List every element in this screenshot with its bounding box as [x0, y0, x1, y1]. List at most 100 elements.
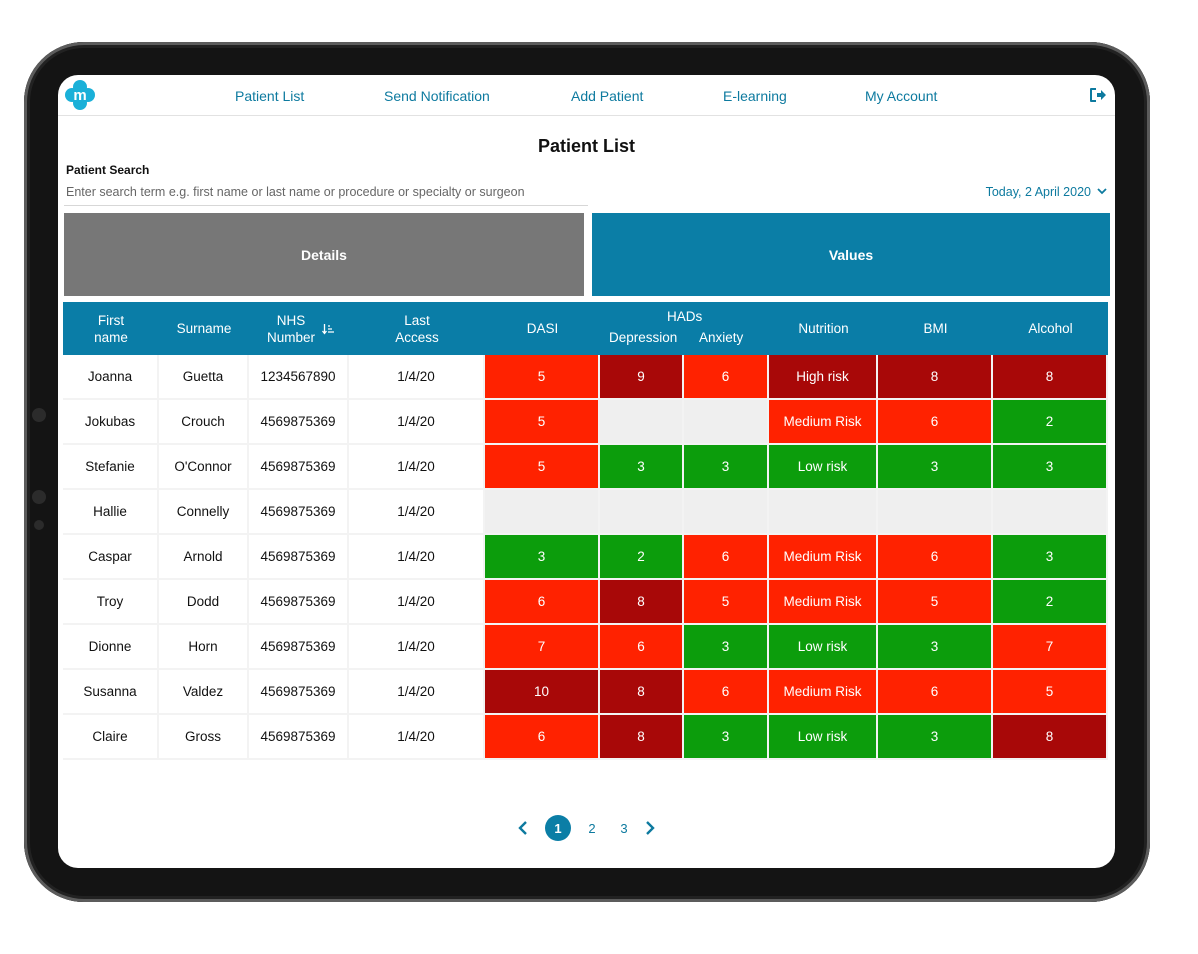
cell-nhs-number: 1234567890 [249, 355, 349, 400]
cell-alcohol: 8 [993, 355, 1108, 400]
cell-alcohol [993, 490, 1108, 535]
cell-alcohol: 7 [993, 625, 1108, 670]
cell-first-name: Hallie [63, 490, 159, 535]
cell-surname: Crouch [159, 400, 249, 445]
cell-first-name: Jokubas [63, 400, 159, 445]
table-row[interactable]: Jokubas Crouch 4569875369 1/4/20 5 Medium Ris… [63, 400, 1108, 445]
cell-nhs-number: 4569875369 [249, 580, 349, 625]
chevron-left-icon[interactable] [518, 821, 528, 835]
table-row[interactable]: Dionne Horn 4569875369 1/4/20 7 6 3 Low risk 3 7 [63, 625, 1108, 670]
table-body: Joanna Guetta 1234567890 1/4/20 5 9 6 High risk… [63, 355, 1108, 760]
tab-details[interactable]: Details [64, 213, 584, 296]
cell-first-name: Claire [63, 715, 159, 760]
table-row[interactable]: Caspar Arnold 4569875369 1/4/20 3 2 6 Medium Ri… [63, 535, 1108, 580]
cell-depression [600, 490, 684, 535]
page-1-button[interactable]: 1 [545, 815, 571, 841]
cell-nhs-number: 4569875369 [249, 400, 349, 445]
nav-my-account[interactable]: My Account [865, 88, 938, 104]
cell-anxiety [684, 490, 769, 535]
search-label: Patient Search [66, 163, 150, 177]
app-logo-icon[interactable]: m [64, 79, 96, 111]
header-first-name[interactable]: First name [94, 312, 128, 345]
cell-dasi: 10 [485, 670, 600, 715]
cell-anxiety: 6 [684, 535, 769, 580]
cell-nutrition: Low risk [769, 445, 878, 490]
cell-nhs-number: 4569875369 [249, 625, 349, 670]
header-surname[interactable]: Surname [176, 321, 232, 336]
cell-depression: 2 [600, 535, 684, 580]
cell-last-access: 1/4/20 [349, 670, 485, 715]
table-row[interactable]: Troy Dodd 4569875369 1/4/20 6 8 5 Medium Risk 5 2 [63, 580, 1108, 625]
chevron-down-icon[interactable] [1097, 186, 1107, 196]
cell-nhs-number: 4569875369 [249, 670, 349, 715]
table-row[interactable]: Susanna Valdez 4569875369 1/4/20 10 8 6 Medium … [63, 670, 1108, 715]
cell-first-name: Susanna [63, 670, 159, 715]
date-filter[interactable]: Today, 2 April 2020 [985, 185, 1091, 199]
nav-add-patient[interactable]: Add Patient [571, 88, 644, 104]
cell-depression: 8 [600, 670, 684, 715]
cell-first-name: Caspar [63, 535, 159, 580]
cell-anxiety: 3 [684, 445, 769, 490]
cell-alcohol: 3 [993, 535, 1108, 580]
cell-dasi: 5 [485, 445, 600, 490]
nav-patient-list[interactable]: Patient List [235, 88, 305, 104]
cell-depression [600, 400, 684, 445]
cell-dasi [485, 490, 600, 535]
cell-nutrition: High risk [769, 355, 878, 400]
cell-last-access: 1/4/20 [349, 580, 485, 625]
cell-surname: Valdez [159, 670, 249, 715]
cell-surname: Connelly [159, 490, 249, 535]
cell-surname: Gross [159, 715, 249, 760]
cell-surname: O'Connor [159, 445, 249, 490]
cell-last-access: 1/4/20 [349, 715, 485, 760]
cell-last-access: 1/4/20 [349, 625, 485, 670]
tab-values[interactable]: Values [592, 213, 1110, 296]
page-2-button[interactable]: 2 [588, 820, 596, 836]
cell-nutrition [769, 490, 878, 535]
table-row[interactable]: Claire Gross 4569875369 1/4/20 6 8 3 Low risk 3 8 [63, 715, 1108, 760]
table-row[interactable]: Joanna Guetta 1234567890 1/4/20 5 9 6 High risk… [63, 355, 1108, 400]
header-depression[interactable]: Depression [609, 330, 678, 345]
cell-nutrition: Medium Risk [769, 535, 878, 580]
header-alcohol[interactable]: Alcohol [1028, 321, 1073, 336]
tablet-camera [32, 408, 46, 422]
cell-nutrition: Medium Risk [769, 670, 878, 715]
cell-anxiety: 6 [684, 355, 769, 400]
cell-dasi: 6 [485, 715, 600, 760]
tab-values-label: Values [828, 246, 874, 263]
cell-dasi: 5 [485, 400, 600, 445]
chevron-right-icon[interactable] [645, 821, 655, 835]
cell-depression: 3 [600, 445, 684, 490]
cell-first-name: Stefanie [63, 445, 159, 490]
table-row[interactable]: Stefanie O'Connor 4569875369 1/4/20 5 3 3 Low r… [63, 445, 1108, 490]
cell-bmi: 6 [878, 535, 993, 580]
cell-nhs-number: 4569875369 [249, 535, 349, 580]
cell-bmi: 5 [878, 580, 993, 625]
cell-anxiety [684, 400, 769, 445]
logout-icon[interactable] [1089, 87, 1107, 103]
header-dasi[interactable]: DASI [526, 321, 559, 336]
header-nutrition[interactable]: Nutrition [798, 321, 849, 336]
cell-last-access: 1/4/20 [349, 490, 485, 535]
sort-icon[interactable] [322, 323, 334, 335]
cell-depression: 6 [600, 625, 684, 670]
header-nhs-number[interactable]: NHS Number [249, 302, 349, 355]
tablet-sensor-small [34, 520, 44, 530]
cell-last-access: 1/4/20 [349, 355, 485, 400]
header-last-access[interactable]: Last Access [395, 312, 439, 345]
cell-dasi: 5 [485, 355, 600, 400]
header-anxiety[interactable]: Anxiety [699, 330, 744, 345]
cell-dasi: 3 [485, 535, 600, 580]
cell-bmi: 6 [878, 670, 993, 715]
cell-dasi: 7 [485, 625, 600, 670]
nav-e-learning[interactable]: E-learning [723, 88, 787, 104]
page-3-button[interactable]: 3 [620, 820, 628, 836]
cell-nutrition: Medium Risk [769, 400, 878, 445]
nav-send-notification[interactable]: Send Notification [384, 88, 490, 104]
search-input[interactable] [64, 179, 588, 206]
cell-depression: 8 [600, 715, 684, 760]
header-bmi[interactable]: BMI [923, 321, 948, 336]
table-row[interactable]: Hallie Connelly 4569875369 1/4/20 [63, 490, 1108, 535]
cell-surname: Guetta [159, 355, 249, 400]
cell-last-access: 1/4/20 [349, 535, 485, 580]
